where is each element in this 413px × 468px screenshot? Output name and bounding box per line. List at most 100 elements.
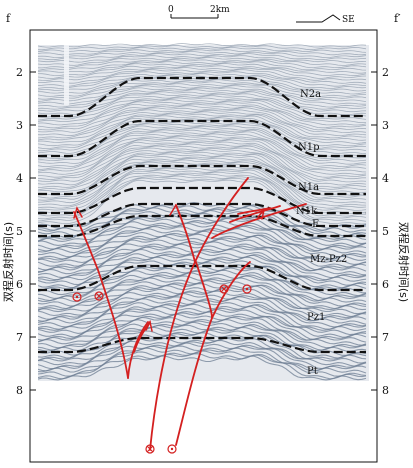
fault-arrow-icon <box>145 319 153 332</box>
layer-label-pt: Pt <box>307 366 318 377</box>
reflection-trace <box>38 262 367 289</box>
left-tick-label: 4 <box>16 172 23 185</box>
circled-cross-icon-mark <box>96 293 102 299</box>
direction-arrow-icon <box>296 14 341 23</box>
right-tick-label: 7 <box>382 331 389 344</box>
reflection-trace <box>38 67 367 79</box>
scale-end-label: 2km <box>210 5 230 15</box>
right-tick-label: 8 <box>382 384 389 397</box>
horizon-line <box>38 76 366 118</box>
reflection-trace <box>38 75 367 89</box>
layer-label-mz-pz2: Mz-Pz2 <box>310 254 347 265</box>
reflection-trace <box>38 43 367 48</box>
layer-label-n1a: N1a <box>298 182 319 193</box>
layer-label-n1p: N1p <box>298 142 320 153</box>
reflection-trace <box>38 167 367 209</box>
reflection-trace <box>38 324 367 351</box>
reflection-trace <box>38 321 367 349</box>
reflection-trace <box>38 115 367 141</box>
circled-dot-icon-center <box>170 447 174 451</box>
reflection-trace <box>38 301 367 328</box>
reflection-trace <box>38 95 367 116</box>
reflection-trace <box>38 296 367 322</box>
reflection-trace <box>38 157 367 196</box>
reflection-trace <box>38 173 367 217</box>
layer-label-n2a: N2a <box>300 89 321 100</box>
horizon-line <box>38 214 366 238</box>
left-tick-label: 3 <box>16 119 23 132</box>
fault-lines <box>73 177 307 451</box>
reflection-trace <box>38 45 367 51</box>
circled-cross-icon <box>94 291 104 301</box>
reflection-trace <box>38 105 367 129</box>
fault-line <box>175 317 213 446</box>
reflection-trace <box>38 63 367 74</box>
circled-dot-icon <box>242 284 252 294</box>
scale-bar <box>170 14 219 19</box>
reflection-trace <box>38 147 367 183</box>
fault-line <box>229 205 281 223</box>
reflection-trace <box>38 177 367 222</box>
reflection-trace <box>38 143 367 178</box>
reflection-trace <box>38 205 367 231</box>
horizon-line <box>38 186 366 215</box>
reflection-trace <box>38 129 367 160</box>
horizon-lines <box>38 76 366 354</box>
horizon-line <box>38 164 366 196</box>
fault-line <box>195 261 213 319</box>
fault-line <box>149 177 249 451</box>
right-axis-title: 双程反射时间(s) <box>397 222 411 302</box>
reflection-trace <box>38 141 367 175</box>
reflection-trace <box>38 311 367 338</box>
horizon-line <box>38 119 366 158</box>
reflection-trace <box>38 145 366 180</box>
reflection-trace <box>38 97 367 118</box>
reflection-trace <box>38 77 367 92</box>
seismic-reflections <box>38 37 369 381</box>
reflection-trace <box>38 71 367 84</box>
horizon-line <box>38 264 366 292</box>
reflection-trace <box>38 353 367 380</box>
reflection-trace <box>38 209 367 237</box>
layer-label-e: E <box>312 219 319 230</box>
reflection-trace <box>38 303 367 330</box>
reflection-trace <box>38 139 367 173</box>
reflection-trace <box>38 111 367 137</box>
right-tick-label: 2 <box>382 66 389 79</box>
reflection-trace <box>38 251 367 279</box>
layer-label-n1k: N1k <box>296 206 318 217</box>
left-axis-ticks: 2 3 4 5 6 7 8 <box>16 66 36 397</box>
profile-end-label: f′ <box>394 12 401 25</box>
reflection-trace <box>38 155 367 194</box>
reflection-trace <box>38 46 367 53</box>
reflection-trace <box>38 230 367 258</box>
horizon-line <box>38 202 366 228</box>
noise-stripe <box>64 45 69 105</box>
fault-line <box>73 211 129 379</box>
circled-dot-icon <box>167 444 177 454</box>
reflection-trace <box>38 55 367 63</box>
reflection-trace <box>38 103 367 126</box>
fault-line <box>237 207 271 215</box>
right-axis-ticks: 2 3 4 5 6 7 8 <box>371 66 389 397</box>
reflection-trace <box>38 117 367 144</box>
circled-dot-icon-center <box>245 287 249 291</box>
reflection-trace <box>38 298 367 325</box>
fault-line <box>211 261 251 319</box>
reflection-trace <box>38 212 367 239</box>
reflection-trace <box>38 153 366 191</box>
reflection-trace <box>38 313 367 341</box>
reflection-trace <box>38 79 367 95</box>
reflection-trace <box>38 163 367 204</box>
reflection-trace <box>38 293 367 320</box>
scale-start-label: 0 <box>168 5 174 15</box>
reflection-trace <box>38 99 367 121</box>
reflection-trace <box>38 91 367 110</box>
left-axis-title: 双程反射时间(s) <box>1 222 15 302</box>
reflection-trace <box>38 254 367 281</box>
reflection-trace <box>38 89 367 108</box>
reflection-trace <box>38 107 367 131</box>
circled-cross-icon-mark <box>221 286 227 292</box>
reflection-trace <box>38 137 367 170</box>
